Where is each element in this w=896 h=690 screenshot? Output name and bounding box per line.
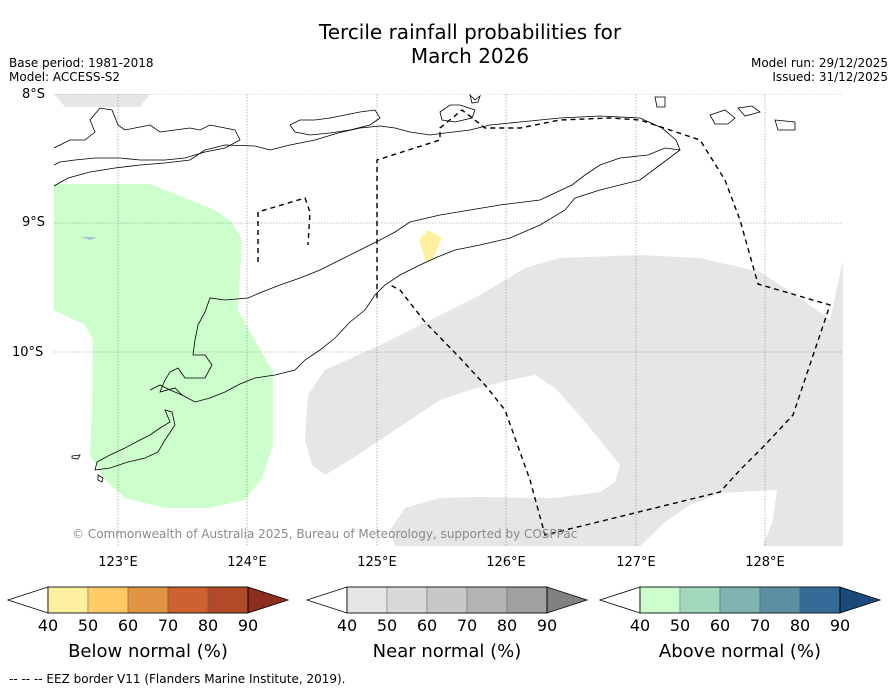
colorbar-tick-label: 60	[117, 616, 139, 635]
colorbar-segment	[719, 586, 761, 614]
below-normal-patch	[419, 230, 442, 262]
colorbar-outline	[639, 586, 841, 614]
colorbar-segment	[207, 586, 249, 614]
colorbar-tick-label: 60	[416, 616, 438, 635]
colorbar-label-above: Above normal (%)	[658, 641, 822, 662]
ndao-island	[97, 474, 104, 483]
colorbar-segment	[639, 586, 681, 614]
atauro-island	[469, 94, 481, 104]
model-run: Model run: 29/12/2025	[750, 56, 888, 70]
lat-label-8s: 8°S	[22, 87, 46, 102]
meta-right: Model run: 29/12/2025 Issued: 31/12/2025	[751, 56, 888, 84]
model-name: Model: ACCESS-S2	[9, 70, 121, 84]
colorbar-segment	[679, 586, 721, 614]
map-area: © Commonwealth of Australia 2025, Bureau…	[54, 94, 843, 546]
title-line-2: March 2026	[410, 44, 530, 68]
coastlines	[54, 94, 796, 483]
colorbar-tick-label: 60	[709, 616, 731, 635]
copyright-text: © Commonwealth of Australia 2025, Bureau…	[72, 527, 577, 541]
lat-label-9s: 9°S	[22, 215, 46, 230]
colorbar-segment	[799, 586, 841, 614]
colorbar-tick-label: 90	[237, 616, 259, 635]
colorbar-extend-low	[6, 586, 49, 614]
colorbar-tick-label: 70	[749, 616, 771, 635]
base-period: Base period: 1981-2018	[9, 56, 154, 70]
colorbar-extend-low	[305, 586, 348, 614]
colorbar-tick-label: 70	[456, 616, 478, 635]
timor-west-end	[159, 297, 249, 396]
timor-south-coast	[149, 149, 681, 403]
map-title: Tercile rainfall probabilities for March…	[0, 20, 896, 68]
lon-label-126e: 126°E	[486, 555, 526, 570]
lon-label-127e: 127°E	[616, 555, 656, 570]
colorbar-segment	[506, 586, 548, 614]
sawu-island	[71, 454, 81, 460]
wetar-island	[439, 104, 476, 123]
colorbar-extend-low	[598, 586, 641, 614]
colorbars	[6, 586, 882, 614]
timor-north-coast	[54, 115, 681, 299]
colorbar-segment	[47, 586, 89, 614]
colorbar-tick-label: 70	[157, 616, 179, 635]
lake	[80, 237, 97, 240]
lon-label-123e: 123°E	[98, 555, 138, 570]
colorbar-tick-label: 80	[496, 616, 518, 635]
near-normal-region-north	[54, 94, 150, 107]
colorbar-segment	[759, 586, 801, 614]
eez-border-main	[376, 109, 831, 536]
colorbar-tick-label: 90	[536, 616, 558, 635]
above-normal-region	[54, 184, 273, 508]
lon-label-125e: 125°E	[357, 555, 397, 570]
colorbar-tick-label: 50	[669, 616, 691, 635]
near-normal-region-east	[305, 255, 843, 546]
romang-island	[654, 96, 666, 108]
colorbar-extend-high	[546, 586, 589, 614]
flores-coast	[54, 107, 241, 166]
title-line-1: Tercile rainfall probabilities for	[318, 20, 622, 44]
colorbar-tick-label: 50	[376, 616, 398, 635]
colorbar-tick-label: 90	[829, 616, 851, 635]
colorbar-outline	[47, 586, 249, 614]
colorbar-segment	[386, 586, 428, 614]
issued-date: Issued: 31/12/2025	[772, 70, 888, 84]
colorbar-below-normal	[6, 586, 290, 614]
colorbar-segment	[87, 586, 129, 614]
colorbar-above-normal	[598, 586, 882, 614]
colorbar-tick-label: 80	[197, 616, 219, 635]
colorbar-tick-label: 40	[629, 616, 651, 635]
lon-label-124e: 124°E	[227, 555, 267, 570]
rote-island	[94, 409, 176, 471]
colorbar-tick-label: 40	[37, 616, 59, 635]
meta-left: Base period: 1981-2018 Model: ACCESS-S2	[9, 56, 154, 84]
colorbar-label-near: Near normal (%)	[372, 641, 522, 662]
colorbar-label-below: Below normal (%)	[68, 641, 228, 662]
colorbar-extend-high	[839, 586, 882, 614]
colorbar-near-normal	[305, 586, 589, 614]
colorbar-outline	[346, 586, 548, 614]
colorbar-segment	[346, 586, 388, 614]
colorbar-segment	[466, 586, 508, 614]
colorbar-tick-label: 50	[77, 616, 99, 635]
lon-label-128e: 128°E	[745, 555, 785, 570]
colorbar-tick-label: 40	[336, 616, 358, 635]
colorbar-segment	[127, 586, 169, 614]
eez-legend-note: -- -- -- EEZ border V11 (Flanders Marine…	[9, 672, 346, 686]
damar-island	[709, 109, 736, 125]
lat-label-10s: 10°S	[12, 345, 44, 360]
eez-border	[257, 109, 831, 536]
babar-islands	[737, 105, 796, 131]
colorbar-segment	[426, 586, 468, 614]
colorbar-extend-high	[247, 586, 290, 614]
colorbar-tick-label: 80	[789, 616, 811, 635]
graticule	[54, 94, 843, 546]
colorbar-segment	[167, 586, 209, 614]
eez-border-oecusse	[257, 197, 311, 262]
alor-island	[289, 109, 381, 136]
